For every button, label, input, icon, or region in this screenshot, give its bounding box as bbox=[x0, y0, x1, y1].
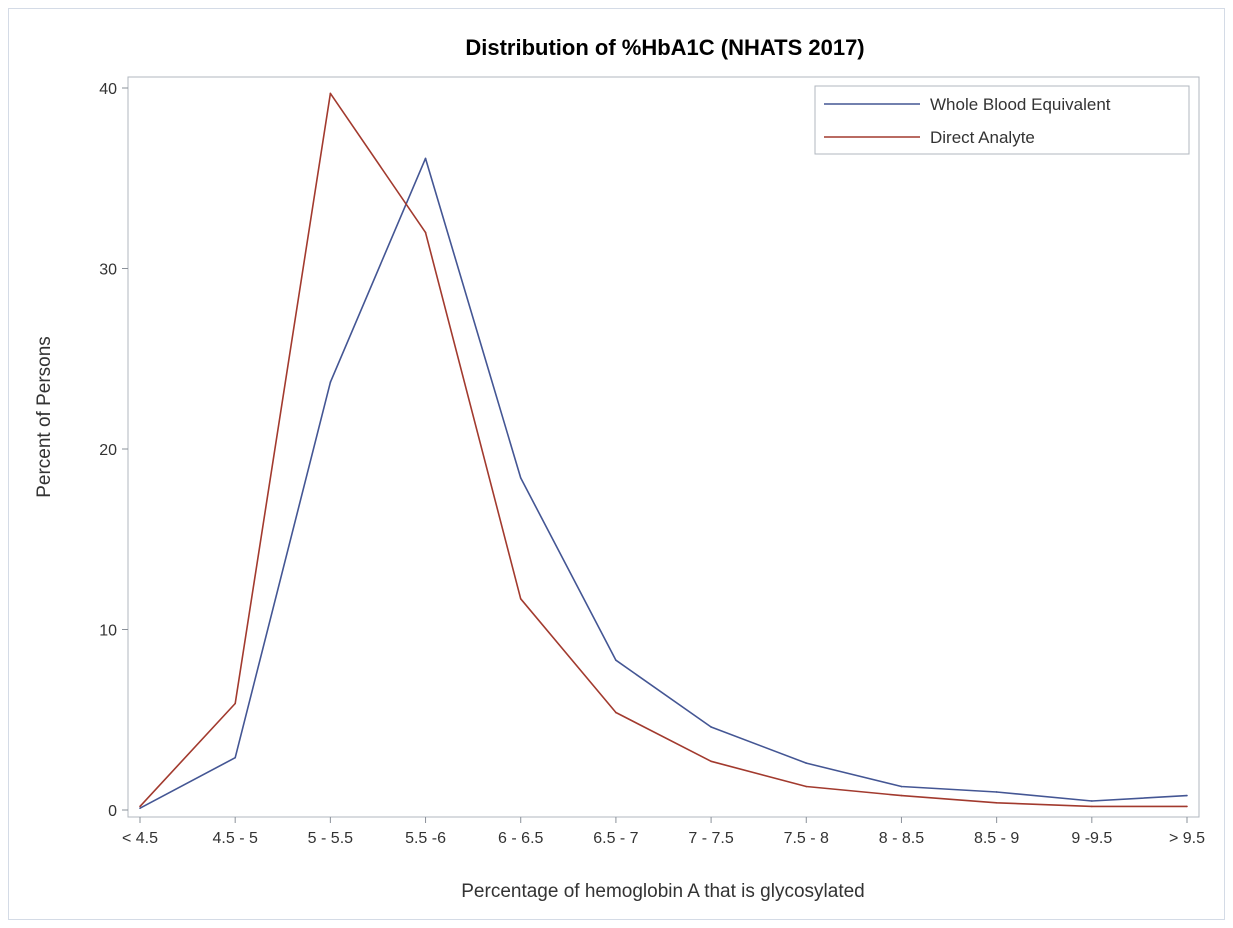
data-point-direct-analyte bbox=[710, 760, 712, 763]
data-point-whole-blood-equivalent bbox=[805, 762, 808, 764]
y-tick-label: 30 bbox=[99, 262, 117, 279]
y-axis-label: Percent of Persons bbox=[34, 336, 55, 498]
x-tick-label: 6.5 - 7 bbox=[593, 830, 638, 847]
x-tick-label: 8 - 8.5 bbox=[879, 830, 924, 847]
x-tick-label: 5 - 5.5 bbox=[308, 830, 353, 847]
y-tick-label: 20 bbox=[99, 442, 117, 459]
chart-frame bbox=[8, 8, 1225, 920]
data-point-direct-analyte bbox=[805, 785, 808, 788]
data-point-whole-blood-equivalent bbox=[234, 756, 236, 759]
data-point-whole-blood-equivalent bbox=[1091, 800, 1093, 802]
data-point-whole-blood-equivalent bbox=[329, 381, 332, 384]
legend-box bbox=[814, 85, 1190, 155]
data-point-whole-blood-equivalent bbox=[424, 157, 427, 160]
data-point-direct-analyte bbox=[615, 711, 617, 714]
x-axis-label: Percentage of hemoglobin A that is glyco… bbox=[461, 881, 864, 902]
y-tick-label: 40 bbox=[99, 81, 117, 98]
y-tick-label: 0 bbox=[108, 803, 117, 820]
data-point-whole-blood-equivalent bbox=[995, 791, 998, 793]
legend-label-direct-analyte: Direct Analyte bbox=[930, 128, 1035, 147]
x-tick-label: 6 - 6.5 bbox=[498, 830, 543, 847]
data-point-whole-blood-equivalent bbox=[615, 659, 617, 661]
chart-title: Distribution of %HbA1C (NHATS 2017) bbox=[465, 35, 864, 60]
x-tick-label: 4.5 - 5 bbox=[213, 830, 258, 847]
x-tick-label: 8.5 - 9 bbox=[974, 830, 1019, 847]
x-tick-label: < 4.5 bbox=[122, 830, 158, 847]
x-tick-label: 5.5 -6 bbox=[405, 830, 446, 847]
data-point-whole-blood-equivalent bbox=[900, 785, 903, 788]
data-point-direct-analyte bbox=[424, 231, 427, 234]
data-point-direct-analyte bbox=[139, 805, 141, 808]
plot-area bbox=[127, 76, 1200, 818]
data-point-direct-analyte bbox=[1186, 805, 1188, 808]
legend: Whole Blood Equivalent Direct Analyte bbox=[814, 85, 1190, 155]
series-line-whole-blood-equivalent bbox=[139, 157, 1188, 809]
data-point-direct-analyte bbox=[900, 794, 903, 797]
x-tick-label: 9 -9.5 bbox=[1071, 830, 1112, 847]
series-layer bbox=[139, 92, 1188, 809]
data-point-direct-analyte bbox=[234, 702, 236, 705]
legend-label-whole-blood-equivalent: Whole Blood Equivalent bbox=[930, 95, 1111, 114]
y-axis: 0 10 20 30 40 bbox=[99, 81, 128, 820]
x-axis: < 4.5 4.5 - 5 5 - 5.5 5.5 -6 6 - 6.5 6.5 - 7 7… bbox=[122, 817, 1205, 847]
y-tick-label: 10 bbox=[99, 623, 117, 640]
data-point-whole-blood-equivalent bbox=[139, 807, 141, 809]
data-point-direct-analyte bbox=[1091, 805, 1093, 808]
x-tick-label: 7 - 7.5 bbox=[688, 830, 733, 847]
data-point-whole-blood-equivalent bbox=[1186, 794, 1188, 797]
series-line-direct-analyte bbox=[139, 92, 1187, 808]
x-tick-label: > 9.5 bbox=[1169, 830, 1205, 847]
data-point-direct-analyte bbox=[519, 598, 522, 600]
x-tick-label: 7.5 - 8 bbox=[784, 830, 829, 847]
data-point-direct-analyte bbox=[995, 801, 998, 804]
data-point-whole-blood-equivalent bbox=[710, 726, 712, 728]
data-point-direct-analyte bbox=[329, 92, 332, 95]
data-point-whole-blood-equivalent bbox=[519, 477, 522, 479]
